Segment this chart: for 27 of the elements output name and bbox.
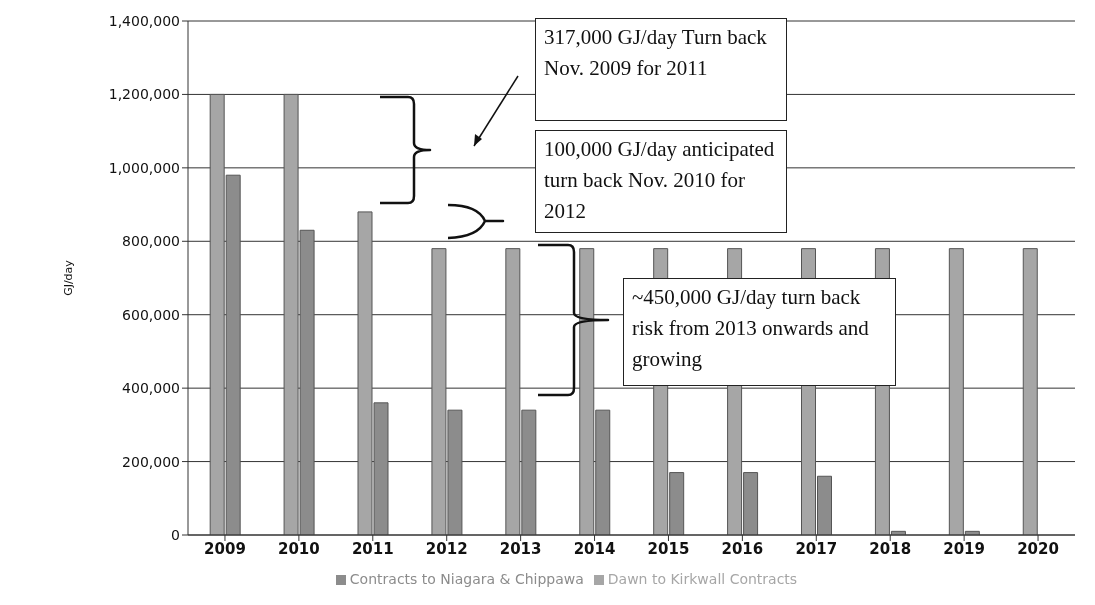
x-tick-label: 2017 (795, 539, 838, 558)
x-tick-label: 2014 (573, 539, 616, 558)
y-tick-label: 1,400,000 (108, 12, 180, 29)
y-tick-label: 1,200,000 (108, 86, 180, 103)
x-tick-label: 2015 (647, 539, 690, 558)
y-tick-label: 400,000 (122, 380, 180, 397)
y-tick-label: 600,000 (122, 306, 180, 323)
y-axis-title: GJ/day (61, 259, 75, 296)
x-tick-label: 2016 (721, 539, 764, 558)
y-tick-label: 0 (171, 526, 180, 543)
x-tick-label: 2012 (425, 539, 468, 558)
annotation: 100,000 GJ/day anticipated turn back Nov. 2010 for 2012 (535, 130, 787, 233)
y-tick-label: 800,000 (122, 233, 180, 250)
x-tick-label: 2013 (499, 539, 542, 558)
bar (1022, 248, 1038, 535)
x-tick-label: 2011 (351, 539, 394, 558)
legend-label: Contracts to Niagara & Chippawa (349, 571, 584, 587)
x-tick-label: 2009 (204, 539, 246, 558)
annotation: ~450,000 GJ/day turn back risk from 2013 onwards and growing (623, 278, 896, 386)
y-tick-label: 1,000,000 (108, 159, 180, 176)
annotation: 317,000 GJ/day Turn back Nov. 2009 for 2011 (535, 18, 787, 121)
legend-label: Dawn to Kirkwall Contracts (607, 571, 798, 587)
y-tick-label: 200,000 (122, 453, 180, 470)
x-tick-label: 2010 (278, 539, 320, 558)
x-tick-label: 2020 (1017, 539, 1059, 558)
x-tick-label: 2019 (943, 539, 985, 558)
x-tick-label: 2018 (869, 539, 912, 558)
